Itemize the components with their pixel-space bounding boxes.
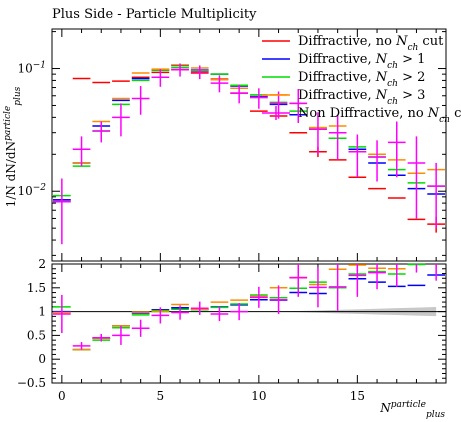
x-tick-label: 15 — [350, 389, 365, 403]
x-tick-label: 5 — [157, 389, 165, 403]
main-panel-frame — [51, 28, 447, 262]
ratio-tick-label: −0.5 — [17, 376, 46, 390]
ratio-tick-label: 0 — [38, 352, 46, 366]
chart-title: Plus Side - Particle Multiplicity — [52, 7, 257, 22]
legend-label-0: Diffractive, no Nch cut — [298, 34, 444, 53]
ratio-tick-label: 2 — [38, 257, 46, 271]
legend-label-3: Diffractive, Nch > 3 — [298, 88, 425, 107]
legend-label-4: Non Diffractive, no Nch cut — [298, 106, 461, 125]
legend-label-1: Diffractive, Nch > 1 — [298, 52, 425, 71]
y-tick-label: 10−1 — [17, 61, 46, 76]
ratio-tick-label: 1 — [38, 305, 46, 319]
ratio-tick-label: 1.5 — [27, 281, 46, 295]
x-axis-label: Nparticleplus — [379, 400, 445, 420]
y-axis-label: 1/N dN/dNparticleplus — [3, 86, 23, 207]
ratio-tick-label: 0.5 — [27, 328, 46, 342]
y-tick-label: 10−2 — [17, 183, 46, 198]
x-tick-label: 10 — [251, 389, 266, 403]
legend-label-2: Diffractive, Nch > 2 — [298, 70, 425, 89]
ratio-panel-frame — [51, 263, 447, 384]
x-tick-label: 0 — [58, 389, 66, 403]
